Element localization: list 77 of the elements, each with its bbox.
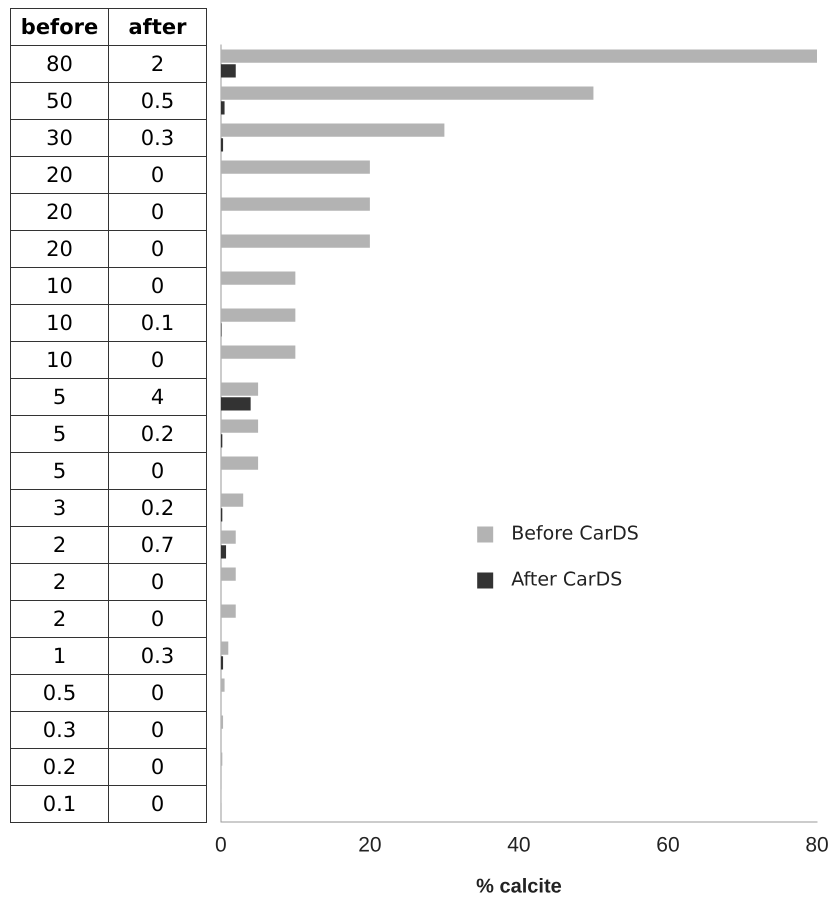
bar (220, 715, 224, 729)
data-label: 0.3 (108, 119, 207, 157)
data-label: 0 (108, 230, 207, 268)
data-label: 2 (10, 600, 109, 638)
bar (220, 138, 224, 152)
bar (220, 567, 236, 581)
bar (220, 49, 817, 63)
data-label: 10 (10, 341, 109, 379)
bar (220, 160, 370, 174)
data-label: 10 (10, 304, 109, 342)
data-label: 20 (10, 156, 109, 194)
data-label: 0 (108, 600, 207, 638)
bar (220, 197, 370, 211)
data-label: 20 (10, 193, 109, 231)
data-label: 0 (108, 341, 207, 379)
data-label: 0 (108, 267, 207, 305)
bar (220, 271, 296, 285)
x-tick-label: 40 (507, 833, 531, 856)
x-tick-label: 0 (214, 833, 227, 856)
data-label: 0.7 (108, 526, 207, 564)
data-label: 0.2 (108, 489, 207, 527)
bar (220, 234, 370, 248)
bar (220, 678, 225, 692)
data-label: 0 (108, 193, 207, 231)
bar (220, 382, 258, 396)
data-label: 0 (108, 563, 207, 601)
data-label: 0.2 (10, 748, 109, 786)
data-label: 2 (10, 563, 109, 601)
bar (220, 530, 236, 544)
data-label: 2 (108, 45, 207, 83)
bar (220, 123, 444, 137)
data-label: 0.1 (10, 785, 109, 823)
data-label: 5 (10, 378, 109, 416)
bar (220, 86, 594, 100)
x-tick-label: 60 (656, 833, 680, 856)
bar (220, 641, 228, 655)
data-label: 5 (10, 452, 109, 490)
data-label: 0.3 (10, 711, 109, 749)
data-label: 0 (108, 156, 207, 194)
data-label: 0 (108, 748, 207, 786)
x-tick-label: 80 (805, 833, 829, 856)
bar (220, 545, 226, 559)
bar (220, 656, 224, 670)
bar (220, 397, 251, 411)
data-label: 4 (108, 378, 207, 416)
data-label: 20 (10, 230, 109, 268)
data-label: 3 (10, 489, 109, 527)
data-label: 50 (10, 82, 109, 120)
bar (220, 101, 225, 115)
data-label: 0 (108, 674, 207, 712)
bar (220, 604, 236, 618)
bar (220, 493, 244, 507)
data-label: 2 (10, 526, 109, 564)
data-label: 0 (108, 711, 207, 749)
bar (220, 419, 258, 433)
data-label: 1 (10, 637, 109, 675)
legend-label: Before CarDS (511, 522, 639, 544)
data-label: 0.2 (108, 415, 207, 453)
data-label: 30 (10, 119, 109, 157)
data-label: 10 (10, 267, 109, 305)
bar (220, 345, 296, 359)
data-label: 80 (10, 45, 109, 83)
bar (220, 64, 236, 78)
data-label: 0 (108, 785, 207, 823)
text: after (108, 8, 207, 46)
data-label: 0.1 (108, 304, 207, 342)
data-label: 0.5 (10, 674, 109, 712)
data-label: 0.3 (108, 637, 207, 675)
text: before (10, 8, 109, 46)
data-label: 0.5 (108, 82, 207, 120)
bar (220, 456, 258, 470)
x-axis-title: % calcite (476, 876, 562, 898)
x-tick-label: 20 (358, 833, 382, 856)
data-label: 0 (108, 452, 207, 490)
data-label: 5 (10, 415, 109, 453)
bar (220, 308, 296, 322)
legend-label: After CarDS (511, 568, 622, 590)
